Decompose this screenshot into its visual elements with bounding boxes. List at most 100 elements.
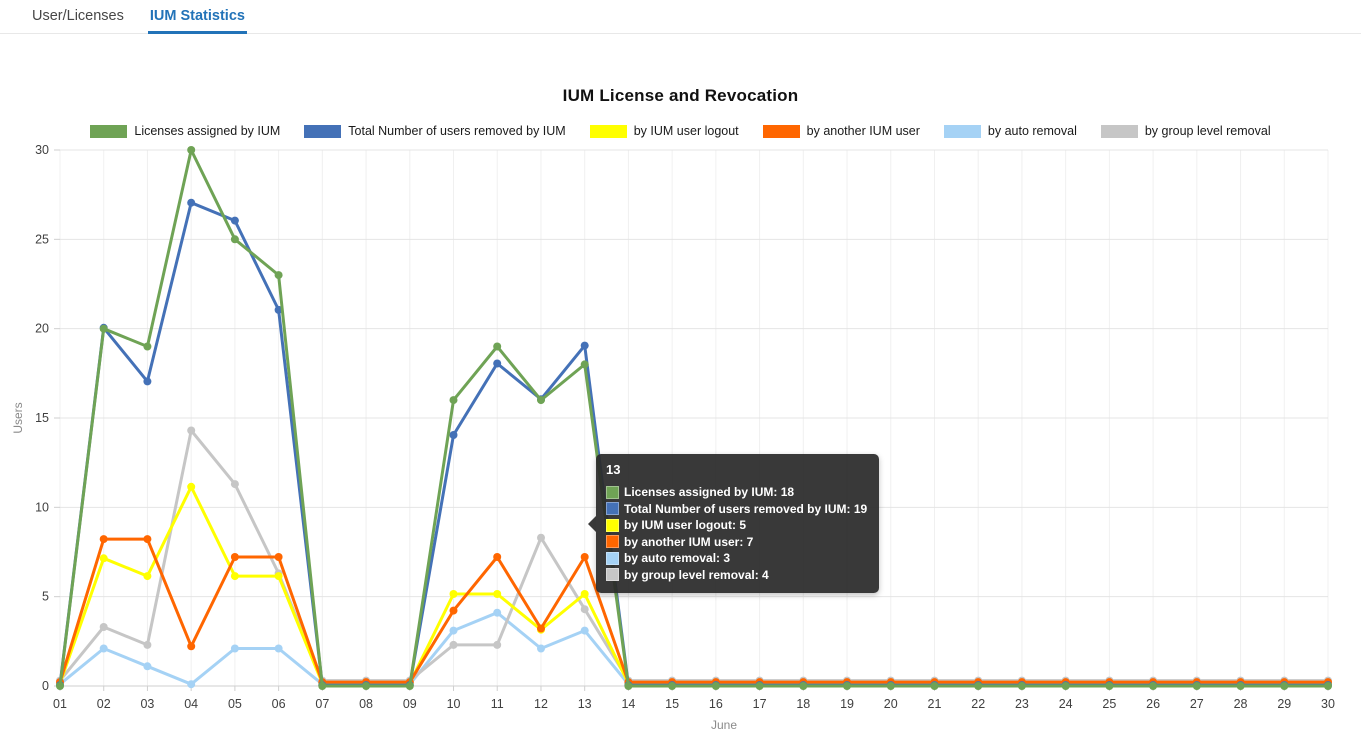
data-point[interactable] [230, 235, 239, 244]
data-point[interactable] [56, 682, 64, 690]
tab-user-licenses[interactable]: User/Licenses [32, 7, 124, 24]
data-point[interactable] [580, 590, 589, 598]
data-point[interactable] [449, 431, 458, 439]
data-point[interactable] [799, 682, 808, 690]
data-point[interactable] [230, 644, 239, 653]
legend-label: by auto removal [987, 124, 1077, 138]
legend-item[interactable]: Licenses assigned by IUM [90, 124, 280, 138]
data-point[interactable] [1236, 682, 1245, 690]
data-point[interactable] [187, 680, 196, 689]
tab-ium-statistics[interactable]: IUM Statistics [147, 0, 247, 34]
data-point[interactable] [274, 553, 283, 561]
tooltip-row: Licenses assigned by IUM: 18 [606, 484, 867, 501]
data-point[interactable] [886, 682, 895, 690]
legend-item[interactable]: by another IUM user [762, 124, 920, 138]
data-point[interactable] [449, 590, 458, 598]
data-point[interactable] [449, 626, 458, 635]
data-point[interactable] [493, 640, 502, 649]
chart-title: IUM License and Revocation [562, 86, 799, 105]
legend-item[interactable]: by IUM user logout [589, 124, 739, 138]
data-point[interactable] [99, 535, 108, 544]
data-point[interactable] [143, 640, 152, 649]
data-point[interactable] [580, 553, 589, 561]
data-point[interactable] [143, 662, 152, 671]
data-point[interactable] [537, 624, 545, 633]
y-tick-label: 5 [42, 590, 49, 604]
data-point[interactable] [1192, 682, 1201, 690]
data-point[interactable] [449, 396, 458, 405]
tooltip-swatch [606, 535, 619, 549]
data-point[interactable] [624, 682, 633, 690]
data-point[interactable] [755, 682, 764, 690]
legend-item[interactable]: by auto removal [943, 124, 1077, 138]
data-point[interactable] [187, 482, 196, 491]
data-point[interactable] [99, 623, 108, 631]
data-point[interactable] [537, 533, 545, 542]
legend-item[interactable]: by group level removal [1100, 124, 1271, 138]
x-tick-label: 27 [1190, 697, 1204, 711]
data-point[interactable] [1061, 682, 1070, 690]
data-point[interactable] [493, 608, 502, 617]
tooltip-row: by IUM user logout: 5 [606, 517, 867, 534]
data-point[interactable] [537, 396, 545, 405]
tooltip-row: by another IUM user: 7 [606, 534, 867, 551]
data-point[interactable] [99, 324, 108, 333]
data-point[interactable] [187, 198, 196, 207]
data-point[interactable] [580, 605, 589, 614]
data-point[interactable] [99, 554, 108, 563]
x-tick-label: 23 [1015, 697, 1029, 711]
data-point[interactable] [493, 359, 502, 368]
data-point[interactable] [711, 682, 720, 690]
data-point[interactable] [1149, 682, 1158, 690]
data-point[interactable] [230, 480, 239, 489]
x-tick-label: 09 [403, 697, 417, 711]
data-point[interactable] [230, 216, 239, 225]
data-point[interactable] [1105, 682, 1114, 690]
data-point[interactable] [843, 682, 851, 690]
legend-item[interactable]: Total Number of users removed by IUM [304, 124, 566, 138]
data-point[interactable] [537, 644, 545, 653]
data-point[interactable] [580, 626, 589, 635]
data-point[interactable] [580, 360, 589, 369]
data-point[interactable] [187, 642, 196, 651]
y-tick-label: 25 [35, 232, 49, 246]
x-tick-label: 10 [447, 697, 461, 711]
data-point[interactable] [143, 572, 152, 581]
y-tick-label: 10 [35, 500, 49, 514]
data-point[interactable] [1017, 682, 1026, 690]
data-point[interactable] [187, 426, 196, 435]
data-point[interactable] [143, 377, 152, 386]
data-point[interactable] [930, 682, 939, 690]
data-point[interactable] [143, 342, 152, 351]
x-tick-label: 26 [1146, 697, 1160, 711]
data-point[interactable] [362, 682, 371, 690]
data-point[interactable] [449, 640, 458, 649]
data-point[interactable] [230, 553, 239, 561]
data-point[interactable] [143, 535, 152, 544]
data-point[interactable] [230, 572, 239, 581]
data-point[interactable] [493, 590, 502, 598]
data-point[interactable] [668, 682, 677, 690]
data-point[interactable] [1280, 682, 1289, 690]
data-point[interactable] [449, 606, 458, 615]
tooltip-swatch [606, 551, 619, 565]
tooltip: 13 Licenses assigned by IUM: 18 Total Num… [587, 454, 880, 593]
data-point[interactable] [274, 644, 283, 653]
data-point[interactable] [493, 553, 502, 561]
y-tick-label: 15 [35, 411, 49, 425]
data-point[interactable] [1324, 682, 1332, 690]
data-point[interactable] [493, 342, 502, 351]
data-point[interactable] [974, 682, 983, 690]
data-point[interactable] [274, 572, 283, 581]
data-point[interactable] [405, 682, 414, 690]
legend-label: Total Number of users removed by IUM [348, 124, 566, 138]
data-point[interactable] [274, 271, 283, 280]
data-point[interactable] [580, 341, 589, 350]
data-point[interactable] [318, 682, 327, 690]
x-tick-label: 11 [491, 697, 504, 711]
data-point[interactable] [99, 644, 108, 653]
legend-swatch [90, 124, 128, 138]
data-point[interactable] [187, 146, 196, 154]
legend-label: by group level removal [1144, 124, 1271, 138]
